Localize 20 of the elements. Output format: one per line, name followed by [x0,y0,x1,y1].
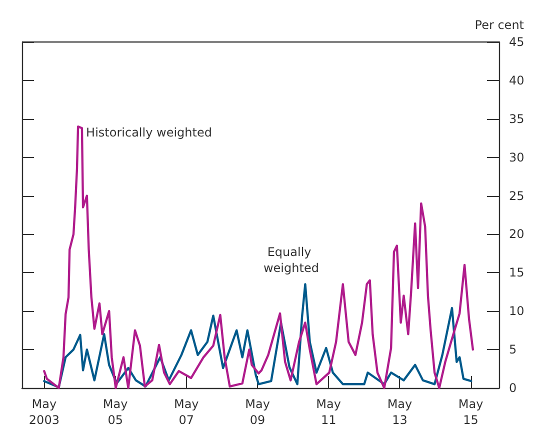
y-tick-label: 30 [509,150,524,164]
y-tick-label: 40 [509,73,524,88]
y-tick-label: 5 [509,342,517,357]
series-label: Historically weighted [86,126,212,140]
y-tick-label: 0 [509,381,517,395]
y-tick-label: 25 [509,188,524,203]
x-tick-label: May 07 [174,397,199,427]
x-tick-label: May 09 [245,397,270,427]
y-tick-label: 15 [509,266,524,280]
x-tick-label: May 15 [458,397,484,427]
y-tick-label: 10 [509,304,524,318]
y-tick-label: 45 [509,35,524,49]
x-tick-label: May 13 [387,397,412,427]
x-tick-label: May 11 [316,397,341,427]
y-tick-label: 35 [509,112,524,126]
x-tick-label: May 05 [102,397,128,427]
y-tick-label: 20 [509,227,524,242]
x-tick-label: May 2003 [28,397,60,427]
series-label: Equally weighted [263,245,319,276]
y-axis-title: Per cent [474,18,524,32]
